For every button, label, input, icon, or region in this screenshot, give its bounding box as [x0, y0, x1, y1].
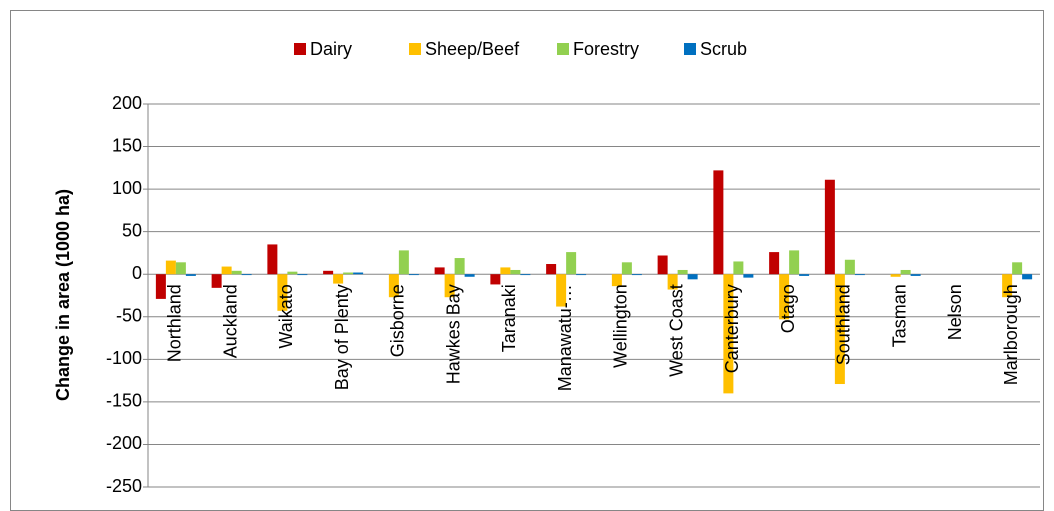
bar: [657, 255, 668, 275]
bar: [388, 274, 399, 298]
bar: [621, 262, 632, 275]
bar: [769, 252, 780, 275]
bar: [1022, 274, 1033, 280]
bar: [556, 274, 567, 307]
bar: [408, 274, 419, 276]
y-tick-label: 100: [112, 178, 142, 198]
bar: [454, 258, 465, 275]
y-tick-label: -250: [106, 476, 142, 496]
x-tick-label: Northland: [165, 284, 185, 362]
bar: [824, 179, 835, 275]
y-tick-label: 50: [122, 220, 142, 240]
legend-swatch: [684, 43, 696, 55]
y-tick-label: -100: [106, 348, 142, 368]
bar: [576, 274, 587, 276]
bar: [231, 270, 242, 275]
bar: [566, 252, 577, 275]
legend-label: Dairy: [310, 39, 352, 59]
bar: [175, 262, 186, 275]
legend-swatch: [294, 43, 306, 55]
bar: [900, 269, 911, 275]
bar: [890, 274, 901, 277]
bar: [723, 274, 734, 394]
x-tick-label: Waikato: [276, 284, 296, 348]
legend-label: Forestry: [573, 39, 639, 59]
bar: [733, 261, 744, 275]
bar: [910, 274, 921, 276]
y-tick-label: -200: [106, 433, 142, 453]
bar: [687, 274, 698, 280]
bar: [834, 274, 845, 385]
y-tick-label: -50: [116, 306, 142, 326]
y-tick-label: 200: [112, 93, 142, 113]
bar: [546, 264, 557, 275]
bar: [464, 274, 475, 277]
bar: [500, 267, 511, 275]
bar: [343, 272, 354, 275]
bar: [743, 274, 754, 278]
bar: [844, 259, 855, 275]
x-tick-label: Hawkes Bay: [443, 284, 463, 384]
bar: [799, 274, 810, 276]
bar: [1012, 262, 1023, 275]
bar: [353, 272, 364, 275]
chart-frame: [10, 10, 1044, 511]
x-tick-label: Canterbury: [722, 284, 742, 373]
y-axis-title: Change in area (1000 ha): [53, 189, 73, 401]
bar: [287, 271, 298, 275]
bar: [434, 267, 445, 275]
x-tick-label: Auckland: [220, 284, 240, 358]
bar: [667, 274, 678, 290]
x-tick-label: Bay of Plenty: [332, 284, 352, 390]
bar: [333, 274, 344, 284]
legend-swatch: [409, 43, 421, 55]
legend-label: Sheep/Beef: [425, 39, 520, 59]
bar: [267, 244, 278, 275]
x-tick-label: West Coast: [666, 284, 686, 377]
x-tick-label: Manawatu-…: [555, 284, 575, 391]
bar: [854, 274, 865, 276]
legend-label: Scrub: [700, 39, 747, 59]
y-tick-label: 0: [132, 263, 142, 283]
x-tick-label: Gisborne: [388, 284, 408, 357]
bar: [297, 274, 308, 276]
bar: [155, 274, 166, 299]
x-tick-label: Marlborough: [1001, 284, 1021, 385]
bar: [677, 269, 688, 275]
bar: [520, 274, 531, 276]
bar: [398, 250, 409, 275]
bar: [789, 250, 800, 275]
bar: [185, 274, 196, 276]
bar: [713, 170, 724, 275]
bar: [165, 260, 176, 275]
bar: [490, 274, 501, 285]
y-tick-label: -150: [106, 391, 142, 411]
bar: [779, 274, 790, 320]
bar: [211, 274, 222, 288]
bar: [611, 274, 622, 287]
x-tick-label: Nelson: [945, 284, 965, 340]
y-tick-label: 150: [112, 135, 142, 155]
bar: [277, 274, 288, 311]
x-tick-label: Wellington: [611, 284, 631, 368]
x-tick-label: Tasman: [889, 284, 909, 347]
bar: [444, 274, 455, 298]
bar: [510, 269, 521, 275]
x-tick-label: Otago: [778, 284, 798, 333]
bar: [221, 266, 232, 275]
legend-swatch: [557, 43, 569, 55]
x-tick-label: Taranaki: [499, 284, 519, 352]
bar: [631, 274, 642, 276]
x-tick-label: Southland: [834, 284, 854, 365]
bar: [241, 274, 252, 276]
bar: [1002, 274, 1013, 298]
bar: [323, 270, 334, 275]
